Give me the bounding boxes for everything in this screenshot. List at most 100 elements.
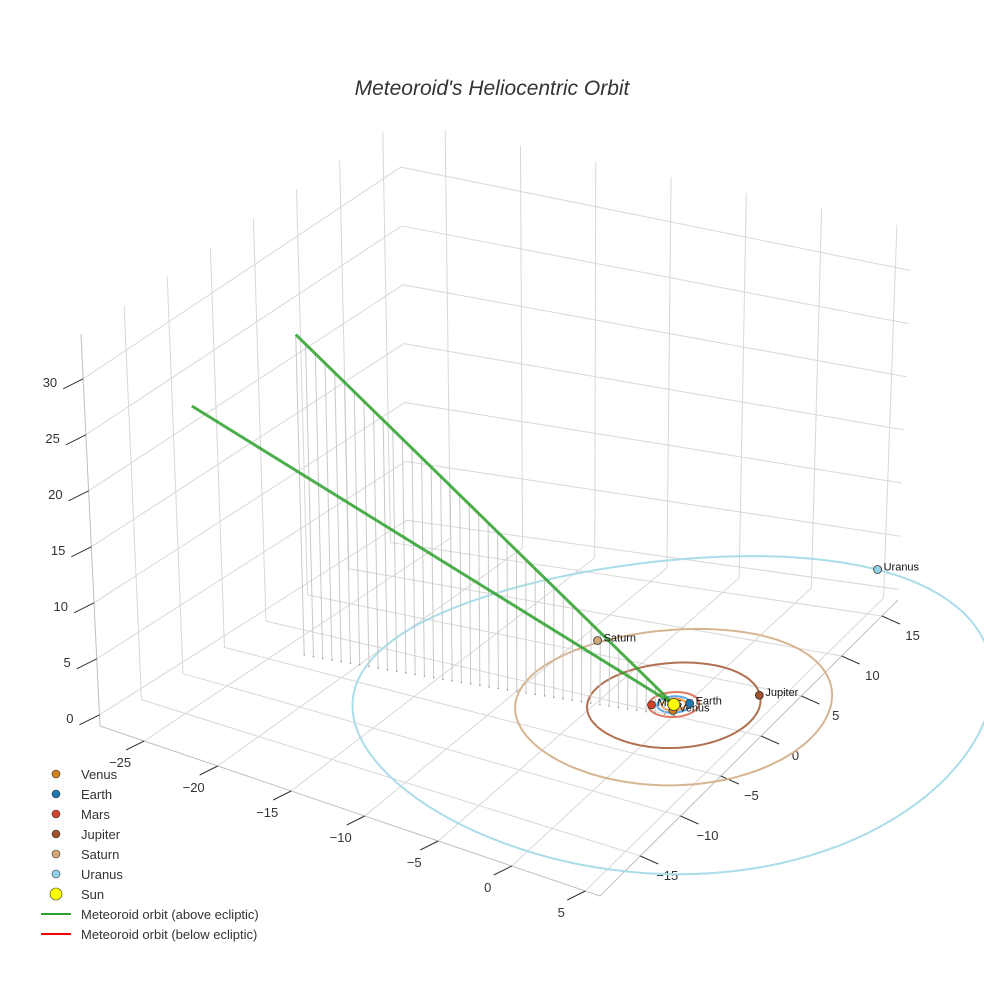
drop-line-foot: [589, 702, 592, 704]
x-tick-label: −5: [407, 855, 422, 870]
x-tick-mark: [346, 815, 365, 826]
legend-marker-venus: [51, 769, 61, 779]
drop-line: [334, 372, 342, 662]
drop-line-foot: [497, 687, 500, 690]
drop-line-foot: [349, 662, 352, 664]
legend: Venus Earth Mars Jupiter Saturn Uranus Sun Mete…: [41, 767, 259, 942]
drop-line: [468, 503, 472, 684]
legend-label: Earth: [81, 787, 112, 802]
planet-label-jupiter: Jupiter: [765, 687, 798, 699]
z-tick-label: 30: [43, 375, 57, 390]
y-tick-label: 0: [792, 748, 799, 763]
floor-gridline-x: [584, 597, 884, 892]
z-tick-mark: [73, 602, 95, 614]
orbit-uranus: [351, 555, 984, 876]
y-tick-mark: [720, 775, 740, 785]
y-tick-mark: [801, 695, 820, 705]
y-tick-label: −10: [696, 828, 718, 843]
drop-line-foot: [386, 668, 389, 671]
drop-line-foot: [331, 659, 333, 661]
drop-line-foot: [451, 679, 453, 682]
axis-ticks: −25 −20 −15 −10 −5 0 5 −15 −10 −5 0 5 10 15 0 5 10 15 20 25…: [43, 375, 920, 920]
legend-label: Saturn: [81, 847, 119, 862]
legend-label: Meteoroid orbit (below ecliptic): [81, 927, 257, 942]
x-tick-mark: [272, 790, 292, 801]
z-tick-mark: [76, 658, 97, 670]
x-tick-label: 5: [558, 905, 565, 920]
axis-grid: [80, 129, 911, 897]
meteoroid-orbit-segment: [294, 333, 675, 706]
y-tick-mark: [841, 655, 860, 665]
drop-line-foot: [488, 686, 490, 688]
floor-gridline-y: [348, 568, 842, 657]
drop-line-foot: [571, 699, 574, 702]
x-tick-mark: [493, 865, 512, 876]
wall-gridline-z: [406, 519, 899, 590]
wall-gridline-z: [404, 402, 903, 484]
drop-line: [343, 381, 351, 664]
orbit-jupiter: [586, 661, 762, 749]
wall-gridline-z: [96, 460, 407, 660]
planet-label-uranus: Uranus: [884, 562, 920, 574]
planet-label-saturn: Saturn: [604, 632, 636, 644]
wall-gridline-y: [296, 189, 308, 595]
legend-marker-jupiter: [51, 829, 61, 839]
drop-line-foot: [599, 703, 601, 706]
wall-gridline-x: [810, 208, 823, 589]
floor-gridline-x: [143, 537, 451, 742]
drop-line-foot: [663, 713, 666, 716]
y-tick-label: 10: [865, 668, 879, 683]
drop-line: [430, 466, 435, 678]
wall-gridline-x: [666, 177, 672, 569]
drop-line: [401, 438, 407, 673]
planet-marker-uranus: [873, 565, 883, 574]
drop-line: [487, 521, 490, 687]
legend-label: Meteoroid orbit (above ecliptic): [81, 907, 259, 922]
drop-line: [295, 334, 305, 655]
chart-title: Meteoroid's Heliocentric Orbit: [355, 77, 631, 100]
wall-gridline-z: [91, 343, 405, 548]
drop-line-foot: [460, 681, 463, 684]
drop-line-foot: [608, 705, 610, 707]
axis-edge: [80, 333, 101, 727]
x-tick-label: −15: [256, 805, 278, 820]
drop-line-foot: [617, 706, 620, 709]
z-tick-mark: [68, 490, 89, 502]
wall-gridline-x: [444, 129, 451, 539]
x-tick-label: −10: [330, 830, 352, 845]
drop-line-foot: [636, 709, 638, 712]
y-tick-mark: [760, 735, 780, 745]
drop-line: [392, 428, 398, 672]
y-tick-label: 15: [905, 628, 919, 643]
planet-marker-earth: [685, 699, 694, 708]
y-tick-label: 5: [832, 708, 839, 723]
drop-line-foot: [506, 689, 509, 691]
drop-line-foot: [377, 667, 379, 669]
legend-marker-saturn: [51, 849, 61, 859]
drop-line-foot: [405, 672, 407, 674]
x-tick-mark: [420, 840, 439, 851]
wall-gridline-z: [401, 225, 909, 325]
planet-marker-saturn: [593, 636, 602, 645]
drop-line-foot: [432, 676, 435, 679]
drop-line-foot: [442, 678, 444, 680]
drop-line-foot: [516, 690, 518, 693]
y-tick-label: −5: [744, 788, 759, 803]
wall-gridline-y: [382, 131, 391, 543]
legend-label: Venus: [81, 767, 118, 782]
y-tick-mark: [680, 815, 699, 825]
meteoroid-orbit-segment: [191, 404, 675, 706]
floor-gridline-x: [217, 547, 523, 767]
floor-gridline-x: [511, 587, 812, 867]
wall-gridline-x: [883, 224, 898, 599]
drop-line-foot: [368, 665, 370, 668]
wall-gridline-z: [93, 402, 406, 604]
drop-line-foot: [562, 697, 564, 700]
drop-line: [363, 400, 370, 667]
legend-marker-earth: [51, 789, 61, 799]
wall-gridline-x: [738, 193, 747, 579]
drop-line-foot: [423, 675, 426, 677]
meteoroid-orbit: [191, 333, 675, 706]
